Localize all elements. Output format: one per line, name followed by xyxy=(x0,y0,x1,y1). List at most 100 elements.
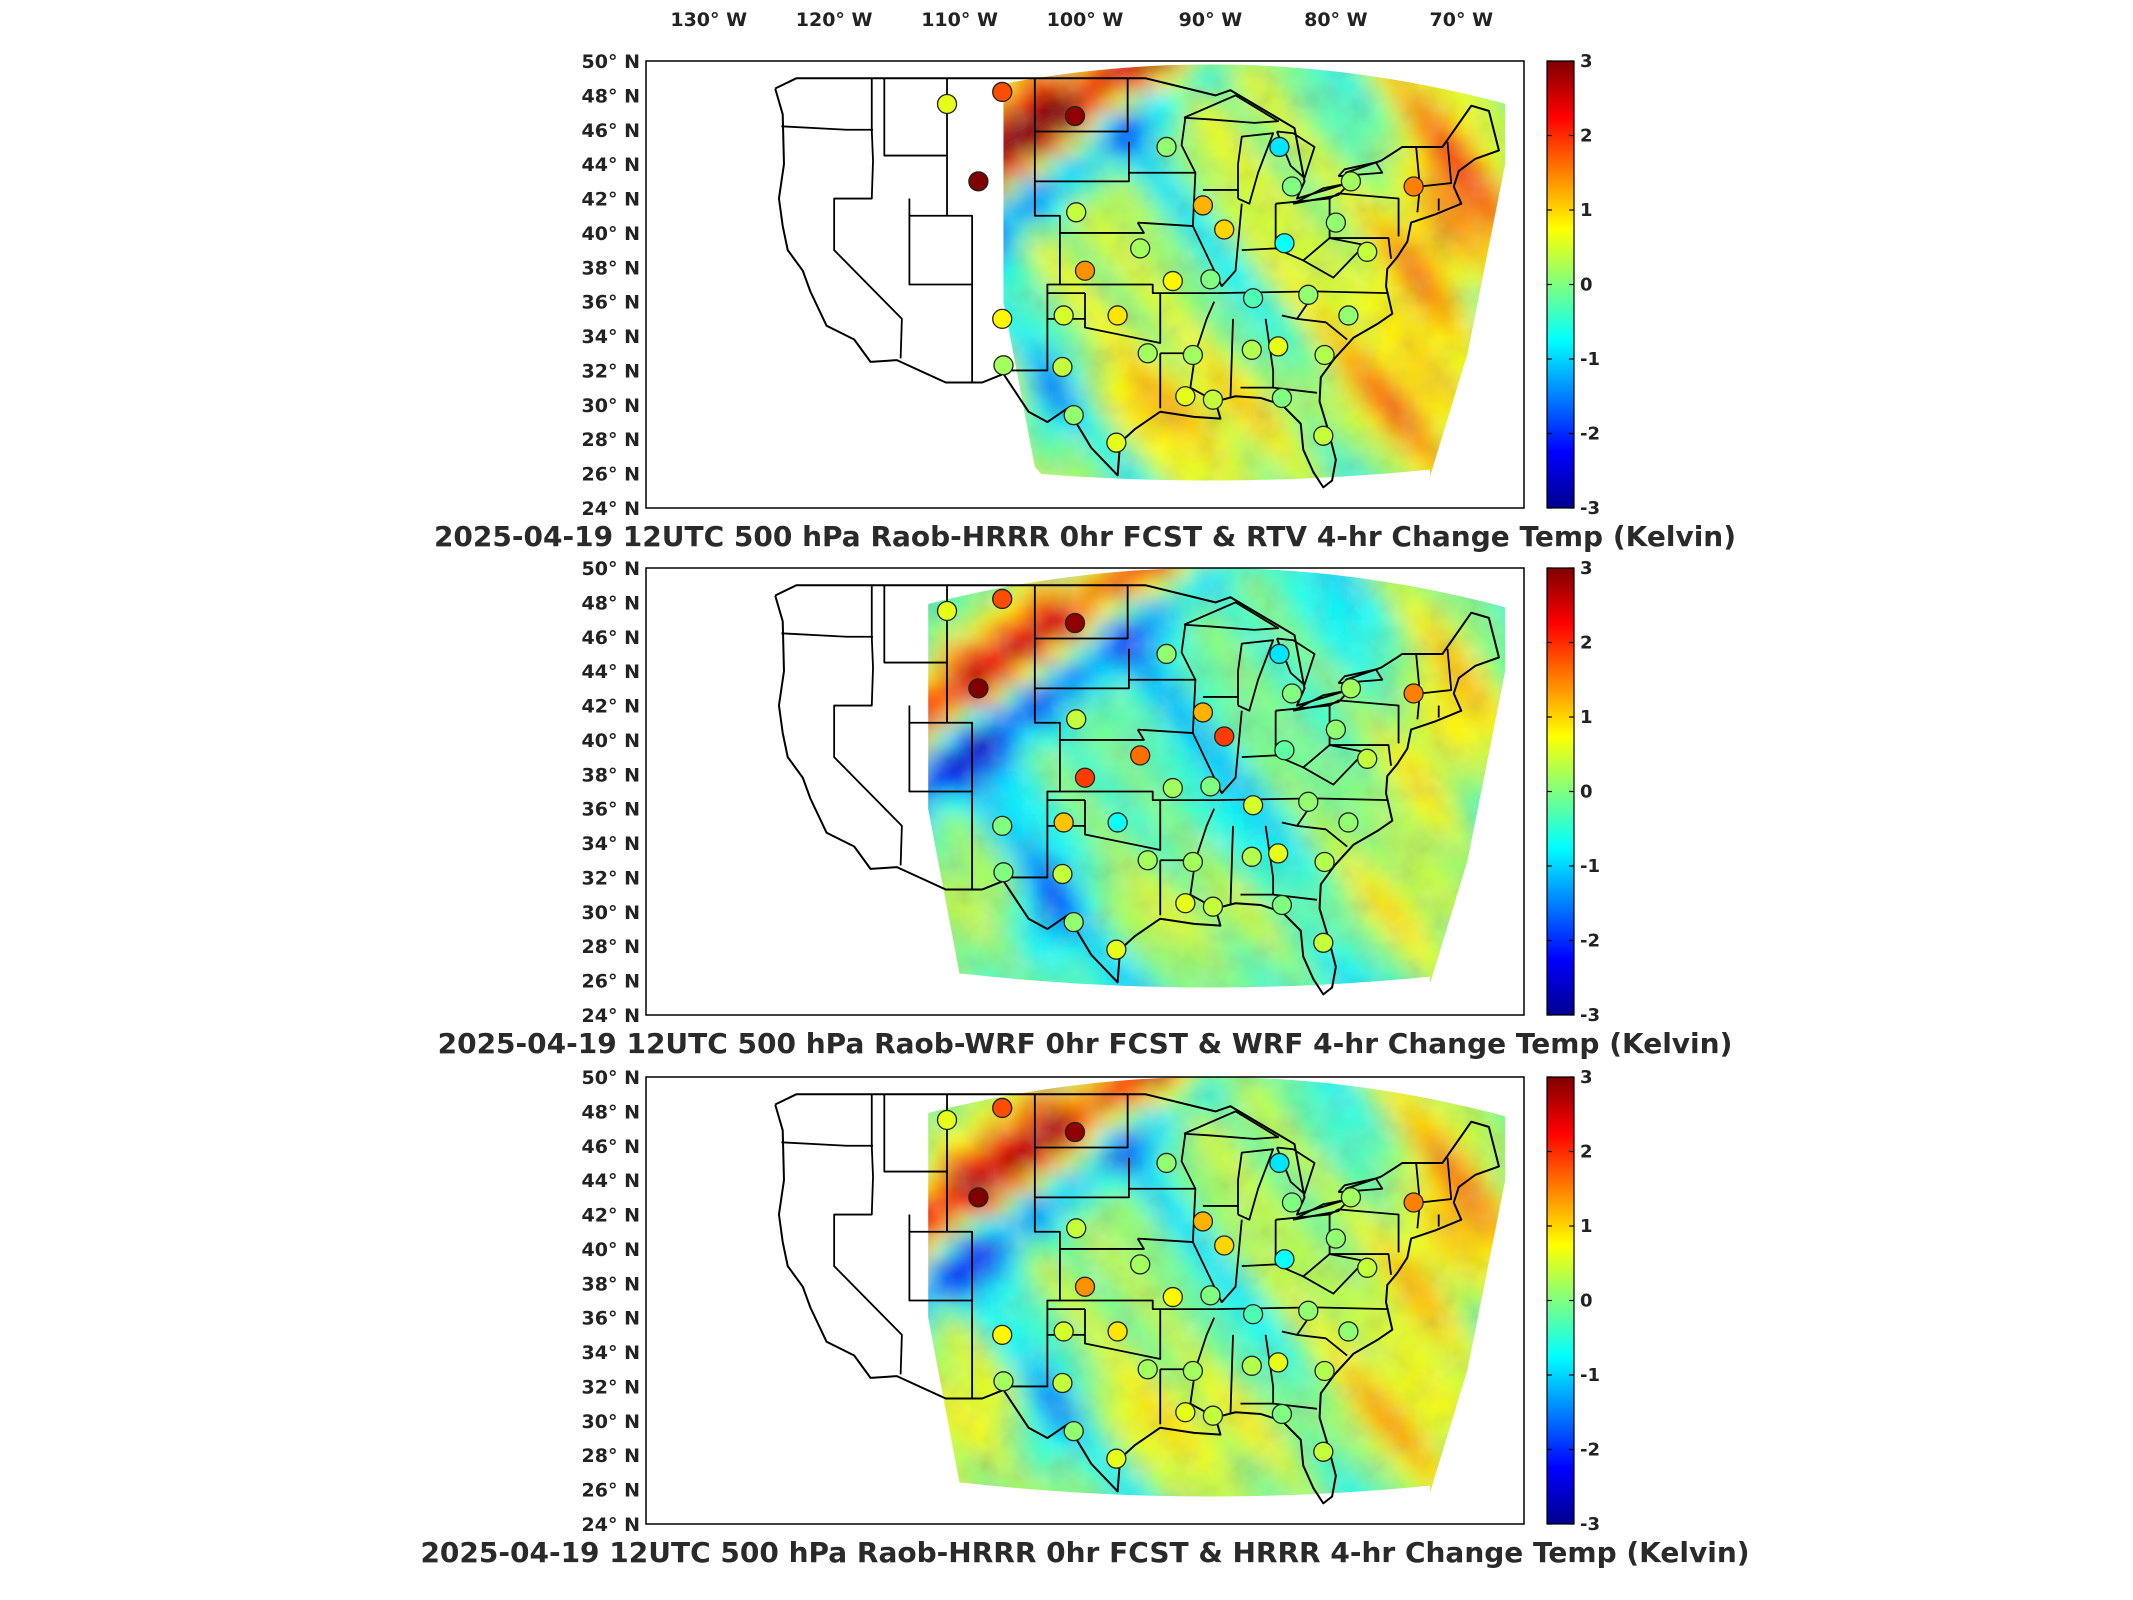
lake-outline xyxy=(1183,94,1280,124)
raob-station-marker xyxy=(1340,678,1362,699)
state-boundary xyxy=(781,125,874,131)
raob-station-marker xyxy=(992,815,1013,837)
raob-station-marker xyxy=(1107,305,1128,326)
state-boundary xyxy=(1034,1094,1129,1149)
lat-label: 44° N xyxy=(582,1170,640,1192)
lon-label: 90° W xyxy=(1179,9,1243,31)
lat-label: 42° N xyxy=(582,696,640,718)
raob-station-marker xyxy=(1281,1192,1303,1213)
panel-title: 2025-04-19 12UTC 500 hPa Raob-HRRR 0hr F… xyxy=(420,1536,1749,1569)
raob-station-marker xyxy=(1063,405,1084,426)
state-boundary xyxy=(1059,283,1217,294)
state-boundary xyxy=(908,585,948,793)
lake-outline xyxy=(1337,668,1384,685)
colorbar: 3 2 1 0 -1 -2 -3 xyxy=(1546,51,1600,519)
raob-station-marker xyxy=(1313,425,1334,446)
raob-station-marker xyxy=(1214,1235,1235,1256)
raob-station-marker xyxy=(1074,767,1096,788)
map-panel-2: 50° N 48° N 46° N 44° N 42° N 40° N 38° N 36° N… xyxy=(438,558,1733,1060)
raob-station-marker xyxy=(1271,894,1293,916)
raob-station-marker xyxy=(1106,939,1127,960)
raob-station-marker xyxy=(1182,851,1204,873)
raob-station-marker xyxy=(1313,1441,1334,1462)
panel-title: 2025-04-19 12UTC 500 hPa Raob-HRRR 0hr F… xyxy=(434,520,1736,553)
colorbar-tick-label: 0 xyxy=(1580,275,1593,296)
lat-label: 50° N xyxy=(582,51,640,73)
raob-station-marker xyxy=(1064,105,1086,127)
map-boundaries xyxy=(774,584,1500,996)
raob-station-marker xyxy=(1325,212,1347,233)
state-boundary xyxy=(909,214,974,286)
raob-station-marker xyxy=(1298,791,1319,812)
raob-station-marker xyxy=(1074,260,1096,281)
raob-station-marker xyxy=(1325,719,1347,740)
raob-station-marker xyxy=(1107,812,1128,833)
raob-station-marker xyxy=(1066,709,1087,730)
raob-station-marker xyxy=(992,81,1013,103)
raob-station-marker xyxy=(968,1187,989,1208)
raob-station-marker xyxy=(1274,740,1295,761)
lat-label: 30° N xyxy=(582,902,640,924)
raob-station-marker xyxy=(1269,136,1290,158)
raob-station-marker xyxy=(1403,176,1424,197)
lat-label: 36° N xyxy=(582,799,640,821)
state-boundary xyxy=(1302,744,1366,786)
colorbar-tick-label: -3 xyxy=(1580,498,1600,519)
raob-station-marker xyxy=(1137,850,1158,871)
raob-station-marker xyxy=(1403,683,1424,704)
state-boundary xyxy=(883,585,948,664)
colorbar-tick-label: -2 xyxy=(1580,931,1600,952)
colorbar-tick-label: 1 xyxy=(1580,707,1593,728)
raob-station-marker xyxy=(992,1324,1013,1346)
raob-station-marker xyxy=(1274,1249,1295,1270)
latitude-labels: 50° N 48° N 46° N 44° N 42° N 40° N 38° N 36° N… xyxy=(582,558,640,1027)
lon-label: 70° W xyxy=(1430,9,1494,31)
raob-station-marker xyxy=(1162,777,1183,799)
state-boundary xyxy=(1059,729,1145,741)
state-boundary xyxy=(1192,710,1243,795)
coastline xyxy=(774,584,1500,996)
raob-station-marker xyxy=(936,600,958,622)
raob-station-marker xyxy=(1066,202,1087,223)
map-frame xyxy=(645,1076,1525,1525)
raob-station-marker xyxy=(1242,1304,1264,1325)
raob-station-marker xyxy=(1162,1286,1183,1308)
lat-label: 28° N xyxy=(582,936,640,958)
raob-station-marker xyxy=(1052,1372,1073,1394)
state-boundary xyxy=(1180,1133,1197,1190)
raob-station-marker xyxy=(1214,726,1235,747)
colorbar-tick-label: -3 xyxy=(1580,1514,1600,1535)
colorbar: 3 2 1 0 -1 -2 -3 xyxy=(1546,1067,1600,1535)
lat-label: 32° N xyxy=(582,867,640,889)
raob-station-marker xyxy=(1241,339,1262,360)
state-boundary xyxy=(1229,825,1234,905)
lat-label: 34° N xyxy=(582,326,640,348)
lat-label: 40° N xyxy=(582,1239,640,1261)
colorbar-tick-label: 2 xyxy=(1580,1142,1593,1163)
raob-station-marker xyxy=(1314,344,1335,366)
coastline xyxy=(774,77,1500,489)
lake-outline xyxy=(1337,1177,1384,1194)
state-boundary xyxy=(1059,222,1145,234)
lat-label: 46° N xyxy=(582,1136,640,1158)
lat-label: 40° N xyxy=(582,730,640,752)
colorbar-tick-label: -2 xyxy=(1580,424,1600,445)
raob-station-marker xyxy=(968,171,989,192)
state-boundary xyxy=(1059,1299,1217,1310)
lon-label: 100° W xyxy=(1047,9,1124,31)
state-boundary xyxy=(1419,648,1453,695)
state-boundary xyxy=(1059,1238,1145,1250)
state-boundary xyxy=(883,1094,948,1173)
lat-label: 32° N xyxy=(582,1376,640,1398)
raob-stations xyxy=(936,81,1424,453)
lat-label: 46° N xyxy=(582,120,640,142)
state-boundary xyxy=(1329,744,1392,766)
map-boundaries xyxy=(774,77,1500,489)
raob-station-marker xyxy=(1242,795,1264,816)
lat-label: 42° N xyxy=(582,1205,640,1227)
raob-station-marker xyxy=(936,1109,958,1131)
lat-label: 46° N xyxy=(582,627,640,649)
raob-station-marker xyxy=(1269,643,1290,665)
raob-station-marker xyxy=(1063,1421,1084,1442)
